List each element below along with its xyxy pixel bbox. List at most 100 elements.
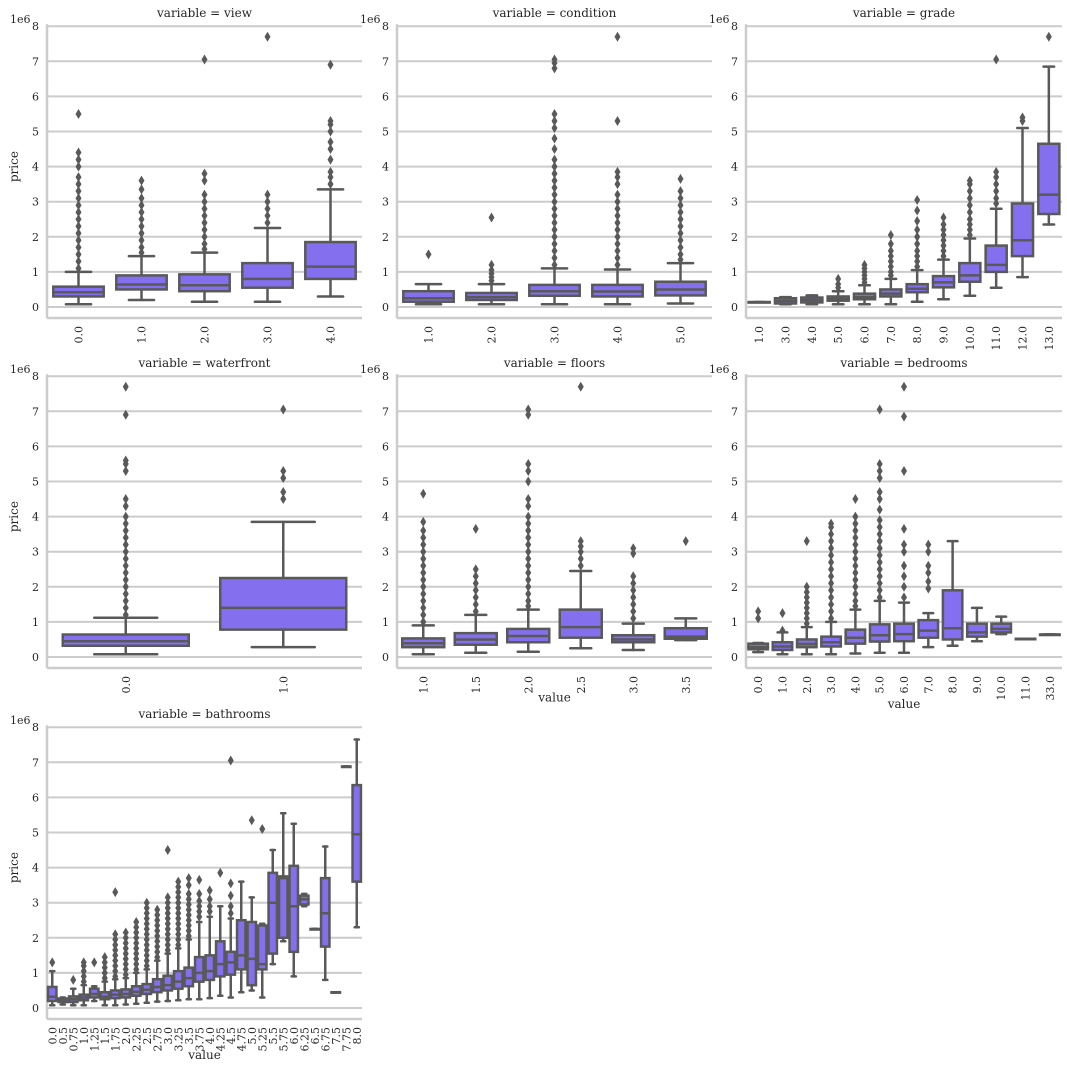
outlier-point — [327, 172, 334, 183]
box-group — [351, 738, 363, 929]
y-tick-label: 3 — [382, 546, 389, 559]
outlier-point — [551, 203, 558, 214]
y-tick-label: 7 — [731, 405, 738, 418]
outlier-point — [677, 207, 684, 218]
x-tick-label: 1.0 — [417, 676, 430, 694]
y-tick-label: 8 — [731, 20, 738, 33]
outlier-point — [122, 409, 129, 420]
outlier-point — [852, 588, 859, 599]
outlier-point — [154, 946, 161, 957]
outlier-point — [925, 567, 932, 578]
x-tick-label: 0.5 — [57, 1027, 70, 1045]
y-tick-label: 4 — [32, 161, 39, 174]
outlier-point — [154, 909, 161, 920]
outlier-point — [75, 108, 82, 119]
y-tick-label: 4 — [731, 511, 738, 524]
box-group — [893, 381, 915, 655]
outlier-point — [101, 962, 108, 973]
outlier-point — [143, 924, 150, 935]
y-tick-label: 4 — [731, 161, 738, 174]
outlier-point — [551, 182, 558, 193]
x-tick-label: 10.0 — [995, 676, 1008, 701]
x-tick-label: 7.0 — [922, 676, 935, 694]
x-tick-label: 4.0 — [325, 326, 338, 344]
outlier-point — [112, 950, 119, 961]
outlier-point — [201, 175, 208, 186]
outlier-point — [420, 581, 427, 592]
x-tick-label: 3.5 — [680, 676, 693, 694]
box — [204, 954, 216, 982]
outlier-point — [828, 585, 835, 596]
y-tick-label: 8 — [731, 370, 738, 383]
y-tick-label: 5 — [32, 126, 39, 139]
outlier-point — [525, 574, 532, 585]
outlier-point — [551, 154, 558, 165]
outlier-point — [614, 217, 621, 228]
y-tick-label: 3 — [32, 546, 39, 559]
outlier-point — [280, 472, 287, 483]
box-group — [183, 873, 195, 1001]
outlier-point — [876, 472, 883, 483]
y-tick-label: 2 — [32, 231, 39, 244]
box-group — [115, 175, 168, 302]
outlier-point — [779, 608, 786, 619]
outlier-point — [803, 602, 810, 613]
outlier-point — [940, 219, 947, 230]
outlier-point — [175, 934, 182, 945]
box-group — [309, 927, 321, 931]
x-tick-label: 8.0 — [947, 676, 960, 694]
outlier-point — [901, 581, 907, 592]
outlier-point — [327, 144, 334, 155]
x-tick-label: 2.5 — [141, 1027, 154, 1045]
outlier-point — [112, 955, 119, 966]
box — [115, 274, 168, 291]
outlier-point — [201, 238, 208, 249]
y-tick-label: 0 — [32, 301, 39, 314]
x-tick-label: 4.0 — [204, 1027, 217, 1045]
box-group — [162, 845, 174, 1003]
x-tick-label: 1.75 — [109, 1027, 122, 1052]
outlier-point — [525, 595, 532, 606]
y-tick-label: 5 — [32, 827, 39, 840]
outlier-point — [75, 161, 82, 172]
outlier-point — [327, 115, 334, 126]
box-group — [591, 31, 644, 306]
y-tick-label: 1 — [32, 616, 39, 629]
outlier-point — [551, 161, 558, 172]
outlier-point — [122, 953, 129, 964]
x-axis-label: value — [887, 697, 921, 711]
outlier-point — [551, 217, 558, 228]
outlier-point — [206, 894, 213, 905]
outlier-point — [175, 918, 182, 929]
box-group — [319, 845, 331, 982]
box-group — [214, 867, 226, 997]
y-tick-label: 4 — [382, 511, 389, 524]
outlier-point — [803, 587, 810, 598]
outlier-point — [803, 592, 810, 603]
outlier-point — [201, 54, 208, 65]
outlier-point — [101, 952, 108, 963]
x-tick-label: 1.0 — [753, 326, 766, 344]
box — [893, 622, 915, 643]
outlier-point — [852, 567, 859, 578]
box-group — [130, 917, 142, 1006]
box — [214, 940, 226, 978]
outlier-point — [861, 259, 868, 270]
box-group — [241, 31, 294, 303]
box-group — [52, 108, 105, 306]
outlier-point — [133, 927, 140, 938]
outlier-point — [75, 228, 82, 239]
box-group — [99, 952, 111, 1007]
outlier-point — [630, 543, 637, 554]
outlier-point — [420, 588, 427, 599]
box — [868, 623, 891, 643]
outlier-point — [201, 224, 208, 235]
box-group — [109, 887, 121, 1007]
outlier-point — [779, 625, 786, 636]
outlier-point — [755, 606, 762, 617]
outlier-point — [852, 532, 859, 543]
outlier-point — [876, 494, 883, 505]
outlier-point — [133, 938, 140, 949]
outlier-point — [112, 887, 119, 898]
